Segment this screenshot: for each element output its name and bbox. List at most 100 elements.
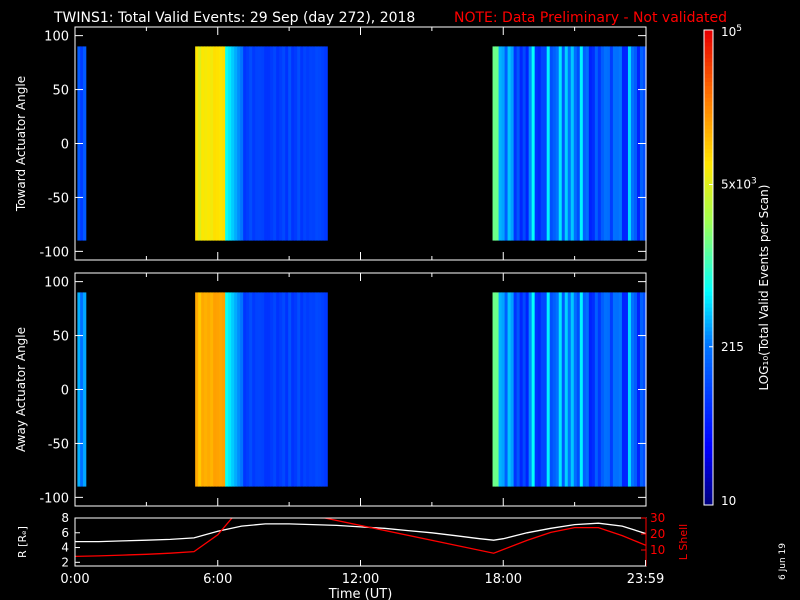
y-tick-label: 0 (61, 384, 69, 399)
heatmap-cell (609, 292, 614, 487)
heatmap-cell (561, 292, 566, 487)
colorbar-band (704, 311, 713, 316)
y-tick-label: 6 (61, 526, 69, 540)
heatmap-cell (279, 292, 283, 487)
heatmap-cell (537, 292, 542, 487)
heatmap-cell (597, 46, 602, 241)
y-axis-label: Away Actuator Angle (14, 327, 28, 452)
heatmap-cell (576, 46, 581, 241)
heatmap-cell (585, 292, 590, 487)
colorbar-tick-exponent: 3 (751, 176, 757, 186)
colorbar-band (704, 485, 713, 490)
heatmap-cell (582, 292, 587, 487)
heatmap-cell (195, 46, 199, 241)
colorbar-band (704, 318, 713, 324)
y-tick-label: 100 (44, 276, 69, 291)
y-tick-label: 0 (61, 138, 69, 153)
heatmap-cell (300, 292, 304, 487)
heatmap-cell (267, 46, 271, 241)
colorbar-band (704, 220, 713, 225)
colorbar-band (704, 354, 713, 360)
colorbar-band (704, 330, 713, 336)
heatmap-cell (306, 46, 310, 241)
heatmap-cell (312, 46, 316, 241)
away-angle-panel: 100 50 0 -50 -100 Away Actuator Angle (14, 272, 647, 507)
heatmap-cell (231, 292, 235, 487)
colorbar-frame (703, 29, 714, 506)
colorbar-band (704, 299, 713, 304)
heatmap-cell (276, 46, 280, 241)
heatmap-cell (603, 292, 608, 487)
colorbar-band (704, 69, 713, 75)
heatmap-cell (513, 46, 518, 241)
colorbar-band (704, 227, 713, 233)
heatmap-cell (303, 292, 307, 487)
y-axis-label: Toward Actuator Angle (14, 76, 28, 212)
heatmap-cell (261, 46, 265, 241)
colorbar-band (704, 132, 713, 138)
heatmap-cell (630, 46, 635, 241)
heatmap-cell (633, 292, 638, 487)
heatmap-cell (528, 292, 533, 487)
heatmap-cell (492, 46, 497, 241)
colorbar-band (704, 61, 713, 67)
heatmap-cell (591, 46, 596, 241)
heatmap-cell (246, 46, 250, 241)
colorbar-band (704, 410, 713, 415)
heatmap-cell (261, 292, 265, 487)
colorbar-band (704, 93, 713, 98)
colorbar-band (704, 101, 713, 106)
y-tick-label: 2 (61, 555, 69, 569)
heatmap-cell (549, 46, 554, 241)
colorbar-band (704, 465, 713, 470)
colorbar-band (704, 200, 713, 205)
colorbar-band (704, 398, 713, 403)
colorbar-band (704, 85, 713, 90)
colorbar-band (704, 346, 713, 352)
colorbar-band (704, 493, 713, 498)
heatmap-cell (309, 46, 313, 241)
colorbar-band (704, 109, 713, 114)
x-tick-label: 0:00 (60, 572, 89, 587)
heatmap-cell (582, 46, 587, 241)
colorbar-band (704, 97, 713, 102)
heatmap-cell (225, 46, 229, 241)
heatmap-cell (285, 292, 289, 487)
date-stamp: 6 Jun 19 (778, 543, 788, 580)
heatmap-cell (618, 292, 623, 487)
heatmap-cells (77, 292, 647, 487)
heatmap-cell (579, 292, 584, 487)
y-tick-label: 50 (52, 84, 69, 99)
heatmap-cell (273, 46, 277, 241)
heatmap-cell (210, 46, 214, 241)
colorbar-band (704, 231, 713, 237)
colorbar-band (704, 394, 713, 399)
colorbar-band (704, 125, 713, 130)
y-tick-label: 8 (61, 511, 69, 525)
heatmap-cell (82, 46, 87, 241)
colorbar-band (704, 433, 713, 439)
colorbar-band (704, 73, 713, 78)
heatmap-cell (198, 46, 202, 241)
heatmap-cell (525, 46, 530, 241)
heatmap-cell (501, 292, 506, 487)
heatmap-cell (519, 46, 524, 241)
heatmap-cell (198, 292, 202, 487)
heatmap-cell (549, 292, 554, 487)
colorbar-band (704, 152, 713, 158)
colorbar-band (704, 481, 713, 486)
colorbar-band (704, 235, 713, 241)
colorbar-band (704, 295, 713, 300)
colorbar-band (704, 140, 713, 146)
heatmap-cell (513, 292, 518, 487)
heatmap-cell (516, 46, 521, 241)
colorbar-band (704, 275, 713, 280)
heatmap-cell (570, 292, 575, 487)
colorbar-band (704, 65, 713, 71)
colorbar-band (704, 413, 713, 419)
colorbar-band (704, 307, 713, 312)
heatmap-cell (291, 46, 295, 241)
heatmap-cell (534, 292, 539, 487)
colorbar-band (704, 184, 713, 189)
heatmap-cell (231, 46, 235, 241)
